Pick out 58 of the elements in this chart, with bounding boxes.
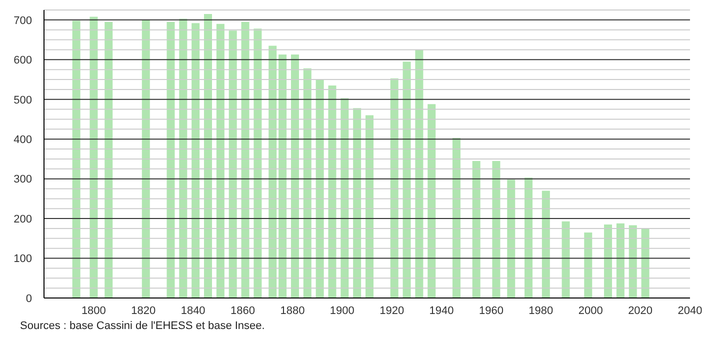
bar — [254, 28, 262, 298]
bar — [216, 24, 224, 298]
bar — [166, 22, 175, 298]
bar — [562, 221, 570, 298]
y-tick-label: 100 — [14, 253, 32, 266]
y-tick-label: 200 — [14, 213, 32, 226]
bar — [428, 104, 436, 298]
x-tick-label: 1800 — [81, 304, 106, 317]
bar — [268, 46, 277, 298]
bar — [192, 23, 200, 298]
source-note: Sources : base Cassini de l'EHESS et base Insee. — [20, 320, 266, 332]
x-tick-label: 2040 — [678, 304, 702, 317]
bar — [507, 180, 516, 298]
bar — [472, 160, 480, 298]
bar — [452, 138, 460, 298]
bar — [290, 54, 299, 298]
bar — [179, 18, 188, 298]
x-tick-label: 2020 — [628, 304, 653, 317]
bar — [366, 115, 374, 298]
x-tick-label: 1880 — [280, 304, 305, 317]
bar — [353, 108, 362, 298]
bar — [278, 54, 287, 298]
y-tick-label: 500 — [14, 94, 32, 106]
x-tick-label: 1900 — [330, 304, 354, 317]
x-tick-label: 2000 — [578, 304, 603, 317]
bar — [204, 14, 212, 298]
bar — [303, 68, 312, 298]
y-tick-label: 400 — [14, 134, 32, 146]
y-tick-label: 0 — [26, 292, 32, 305]
x-tick-label: 1920 — [380, 304, 404, 317]
bar — [584, 232, 592, 298]
x-tick-label: 1960 — [478, 304, 504, 317]
x-tick-label: 1820 — [131, 304, 156, 317]
bar — [524, 178, 533, 298]
bar — [142, 20, 150, 298]
bar — [90, 16, 98, 298]
bar — [241, 22, 250, 298]
x-tick-label: 1980 — [528, 304, 554, 317]
bar — [340, 98, 349, 298]
bar — [542, 190, 550, 298]
bar — [104, 22, 113, 298]
bar — [228, 30, 237, 298]
bar — [616, 223, 624, 298]
bar — [492, 160, 500, 298]
bar — [641, 228, 650, 298]
y-tick-label: 700 — [14, 14, 32, 27]
bar — [72, 20, 80, 298]
x-tick-label: 1940 — [429, 304, 454, 317]
x-tick-label: 1860 — [230, 304, 256, 317]
y-tick-label: 600 — [14, 54, 32, 67]
bar — [604, 224, 612, 298]
bar — [415, 50, 424, 298]
bar — [402, 62, 411, 298]
y-tick-label: 300 — [14, 174, 32, 186]
bar — [316, 80, 324, 298]
bar — [390, 78, 398, 298]
bar — [328, 85, 336, 298]
x-tick-label: 1840 — [180, 304, 206, 317]
